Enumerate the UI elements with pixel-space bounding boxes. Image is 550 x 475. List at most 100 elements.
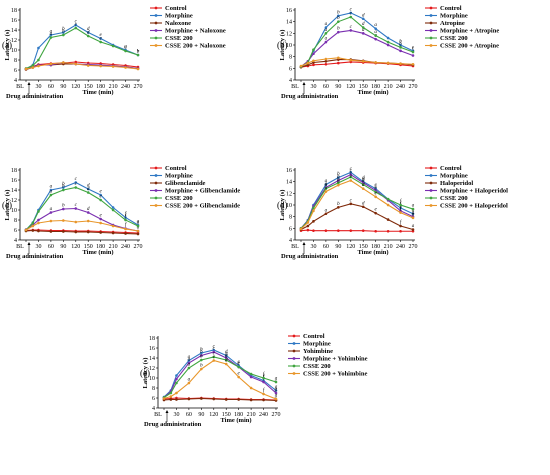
x-tick-label: 30 bbox=[310, 84, 316, 90]
data-point bbox=[349, 15, 353, 19]
significance-letter: a bbox=[137, 226, 140, 231]
legend-entry-label: Morphine bbox=[440, 173, 468, 180]
data-point bbox=[411, 62, 415, 66]
x-tick-label: 30 bbox=[310, 244, 316, 250]
significance-letter: d bbox=[362, 22, 365, 27]
data-point bbox=[49, 211, 53, 214]
significance-letter: a bbox=[412, 212, 415, 217]
significance-letter: f bbox=[263, 389, 265, 394]
series-line-antagonist bbox=[163, 397, 277, 402]
legend-swatch-marker bbox=[429, 174, 433, 177]
x-tick-label: 240 bbox=[396, 244, 405, 250]
data-point bbox=[62, 230, 65, 233]
data-point bbox=[200, 397, 203, 400]
legend-entry-label: CSSE 200 bbox=[165, 195, 193, 202]
chart-svg-b: (b) 4 6 8 10 12 14 16 Latency (s) BL 30 60 90 120 150 1… bbox=[277, 5, 499, 100]
data-point bbox=[411, 216, 415, 220]
legend-swatch-marker bbox=[154, 29, 158, 32]
y-tick-label: 6 bbox=[289, 226, 292, 232]
significance-letter: a bbox=[188, 363, 191, 368]
data-point bbox=[86, 219, 90, 223]
panel-label: (d) bbox=[277, 200, 288, 210]
data-point bbox=[361, 183, 365, 186]
significance-letter: b bbox=[137, 50, 140, 55]
x-tick-label: 90 bbox=[335, 244, 341, 250]
significance-letter: d bbox=[362, 13, 365, 18]
legend-swatch-marker bbox=[154, 14, 158, 17]
significance-letter: g bbox=[275, 385, 278, 390]
x-tick-label: 150 bbox=[222, 412, 231, 418]
data-point bbox=[136, 53, 140, 57]
legend-swatch-marker bbox=[429, 196, 433, 200]
significance-letter: a bbox=[188, 358, 191, 363]
x-tick-label: 120 bbox=[209, 412, 218, 418]
significance-letter: a bbox=[325, 186, 328, 191]
drug-admin-arrowhead bbox=[165, 410, 169, 413]
significance-letter: e bbox=[375, 185, 378, 190]
legend-swatch-marker bbox=[154, 196, 158, 200]
series-line-control bbox=[300, 61, 414, 68]
data-point bbox=[349, 202, 353, 206]
significance-letter: e bbox=[238, 360, 241, 365]
significance-letter: c bbox=[75, 20, 78, 25]
significance-letter: a bbox=[325, 182, 328, 187]
data-point bbox=[74, 60, 78, 64]
data-point bbox=[349, 58, 353, 62]
data-point bbox=[99, 64, 102, 68]
significance-letter: a bbox=[188, 355, 191, 360]
significance-letter: b bbox=[137, 50, 140, 55]
significance-letter: a bbox=[137, 221, 140, 226]
significance-letter: e bbox=[375, 183, 378, 188]
legend-swatch-marker bbox=[429, 29, 433, 32]
data-point bbox=[411, 50, 415, 54]
data-point bbox=[299, 64, 303, 68]
significance-letter: c bbox=[350, 169, 353, 174]
x-tick-label: 180 bbox=[234, 412, 243, 418]
data-point bbox=[349, 11, 353, 15]
x-axis-title: Time (min) bbox=[357, 89, 388, 96]
significance-letter: e bbox=[100, 214, 103, 219]
significance-letter: a bbox=[412, 211, 415, 216]
legend-swatch-marker bbox=[292, 342, 296, 345]
x-tick-label: BL bbox=[154, 412, 162, 418]
legend-entry-label: Morphine + Haloperidol bbox=[440, 188, 508, 195]
y-tick-label: 10 bbox=[286, 43, 292, 49]
significance-letter: d bbox=[87, 27, 90, 32]
data-point bbox=[312, 206, 315, 210]
significance-letter: a bbox=[50, 30, 53, 35]
significance-letter: e bbox=[100, 33, 103, 38]
data-point bbox=[49, 62, 53, 66]
data-point bbox=[386, 203, 390, 207]
data-point bbox=[187, 366, 191, 370]
significance-letter: b bbox=[337, 202, 340, 207]
data-point bbox=[337, 229, 340, 232]
drug-admin-arrowhead bbox=[27, 82, 31, 85]
significance-letter: e bbox=[375, 187, 378, 192]
y-tick-label: 4 bbox=[14, 238, 17, 244]
y-tick-label: 18 bbox=[149, 336, 155, 342]
legend-swatch-marker bbox=[292, 349, 296, 353]
data-point bbox=[337, 179, 340, 182]
legend-entry-label: Glibenclamide bbox=[165, 180, 206, 187]
data-point bbox=[411, 54, 415, 57]
legend-swatch-marker bbox=[292, 372, 296, 375]
data-point bbox=[169, 391, 173, 395]
significance-letter: a bbox=[50, 190, 53, 195]
significance-letter: g bbox=[275, 394, 278, 399]
data-point bbox=[169, 395, 173, 398]
y-tick-label: 10 bbox=[11, 208, 17, 214]
x-tick-label: BL bbox=[16, 244, 24, 250]
significance-letter: f bbox=[125, 212, 127, 217]
significance-letter: b bbox=[337, 177, 340, 182]
y-tick-label: 14 bbox=[11, 28, 17, 34]
data-point bbox=[312, 63, 315, 67]
y-tick-label: 6 bbox=[14, 228, 17, 234]
x-tick-label: 90 bbox=[60, 84, 66, 90]
y-tick-label: 18 bbox=[11, 8, 17, 14]
significance-letter: c bbox=[412, 45, 415, 50]
data-point bbox=[312, 59, 315, 63]
data-point bbox=[324, 229, 328, 232]
significance-letter: e bbox=[375, 208, 378, 213]
legend-swatch-marker bbox=[429, 181, 433, 185]
data-point bbox=[411, 207, 415, 211]
